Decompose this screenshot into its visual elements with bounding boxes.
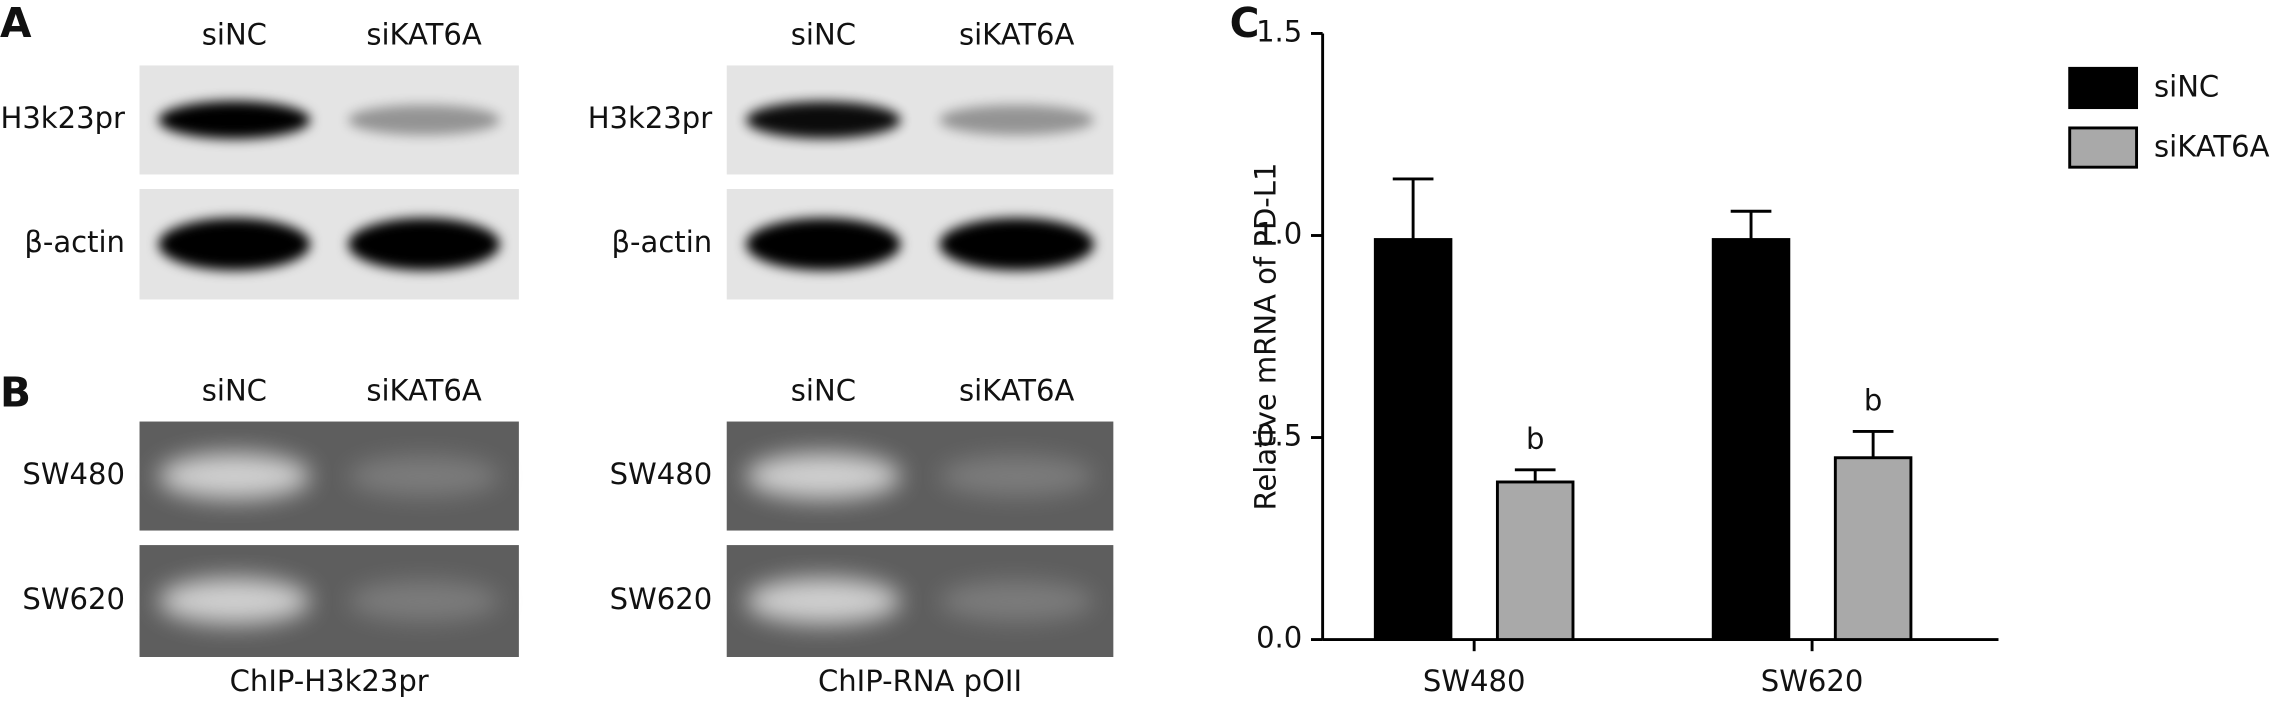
lane-label: siKAT6A bbox=[959, 373, 1075, 407]
lane-label: siKAT6A bbox=[366, 373, 482, 407]
gel-caption: ChIP-RNA pOII bbox=[818, 664, 1022, 698]
legend-label: siKAT6A bbox=[2154, 129, 2270, 163]
x-tick-label: SW620 bbox=[1761, 664, 1864, 698]
gel-band bbox=[746, 577, 901, 625]
y-tick-label: 0.5 bbox=[1256, 419, 1302, 453]
bar bbox=[1495, 480, 1575, 642]
legend-swatch bbox=[2068, 66, 2139, 110]
panel-letter: B bbox=[0, 368, 31, 416]
legend-swatch bbox=[2068, 126, 2139, 169]
significance-label: b bbox=[1864, 383, 1882, 417]
bar bbox=[1711, 238, 1791, 642]
row-label: β-actin bbox=[612, 225, 713, 259]
bar bbox=[1373, 238, 1453, 642]
band bbox=[158, 101, 311, 139]
row-label: H3k23pr bbox=[588, 101, 713, 135]
gel-band bbox=[348, 455, 500, 497]
band bbox=[158, 218, 311, 271]
panel-letter: A bbox=[0, 0, 32, 47]
band bbox=[348, 218, 500, 271]
gel-band bbox=[746, 452, 901, 500]
lane-label: siNC bbox=[202, 17, 267, 51]
row-label: SW620 bbox=[22, 582, 125, 616]
gel-band bbox=[348, 580, 500, 622]
band bbox=[746, 218, 901, 271]
gel-band bbox=[158, 452, 311, 500]
row-label: SW620 bbox=[610, 582, 713, 616]
gel-band bbox=[939, 580, 1095, 622]
y-tick-label: 1.5 bbox=[1256, 14, 1302, 48]
lane-label: siNC bbox=[791, 373, 856, 407]
band bbox=[746, 101, 901, 139]
row-label: SW480 bbox=[22, 457, 125, 491]
bar bbox=[1833, 456, 1913, 642]
x-tick-label: SW480 bbox=[1423, 664, 1526, 698]
y-axis-label: Relative mRNA of PD-L1 bbox=[1248, 163, 1282, 511]
y-tick-label: 1.0 bbox=[1256, 216, 1302, 250]
row-label: H3k23pr bbox=[0, 101, 125, 135]
lane-label: siKAT6A bbox=[366, 17, 482, 51]
band bbox=[348, 104, 500, 136]
lane-label: siNC bbox=[791, 17, 856, 51]
gel-band bbox=[939, 455, 1095, 497]
lane-label: siKAT6A bbox=[959, 17, 1075, 51]
gel-caption: ChIP-H3k23pr bbox=[230, 664, 429, 698]
band bbox=[939, 104, 1095, 136]
y-tick-label: 0.0 bbox=[1256, 621, 1302, 655]
row-label: SW480 bbox=[610, 457, 713, 491]
legend-label: siNC bbox=[2154, 70, 2219, 104]
significance-label: b bbox=[1526, 422, 1544, 456]
row-label: β-actin bbox=[24, 225, 125, 259]
panel-letter: C bbox=[1230, 0, 1260, 47]
lane-label: siNC bbox=[202, 373, 267, 407]
band bbox=[939, 218, 1095, 271]
gel-band bbox=[158, 577, 311, 625]
